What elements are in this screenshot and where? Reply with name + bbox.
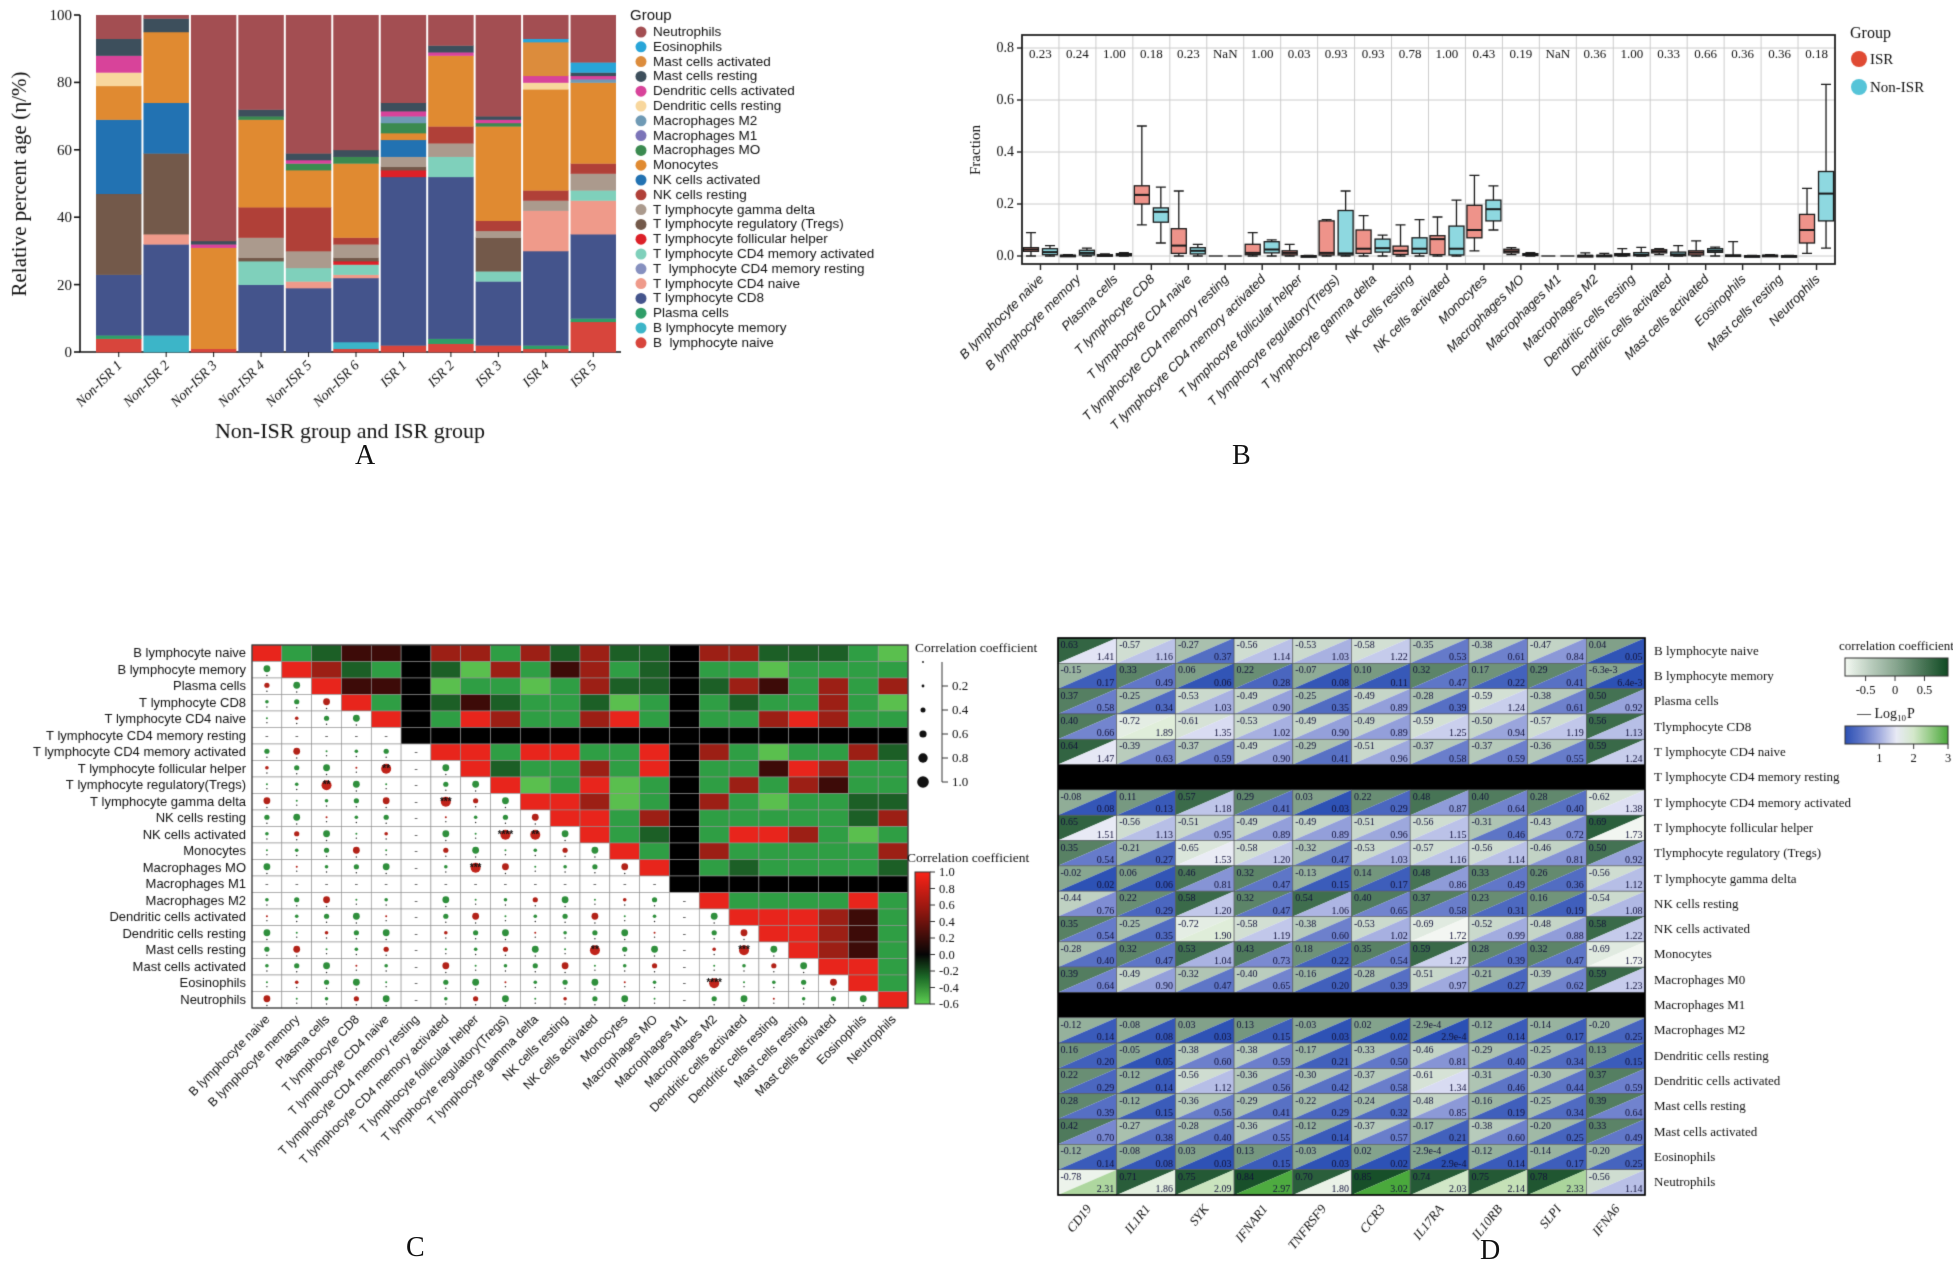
panel-letter-c: C — [406, 1232, 425, 1263]
panel-c-correlogram — [0, 600, 1100, 1273]
panel-b-boxplot-chart — [950, 0, 1953, 490]
panel-d-gene-heatmap — [1040, 490, 1953, 1273]
panel-a-stacked-bar-chart — [0, 0, 950, 490]
panel-letter-b: B — [1232, 440, 1251, 471]
panel-letter-d: D — [1480, 1235, 1501, 1266]
panel-letter-a: A — [355, 440, 376, 471]
